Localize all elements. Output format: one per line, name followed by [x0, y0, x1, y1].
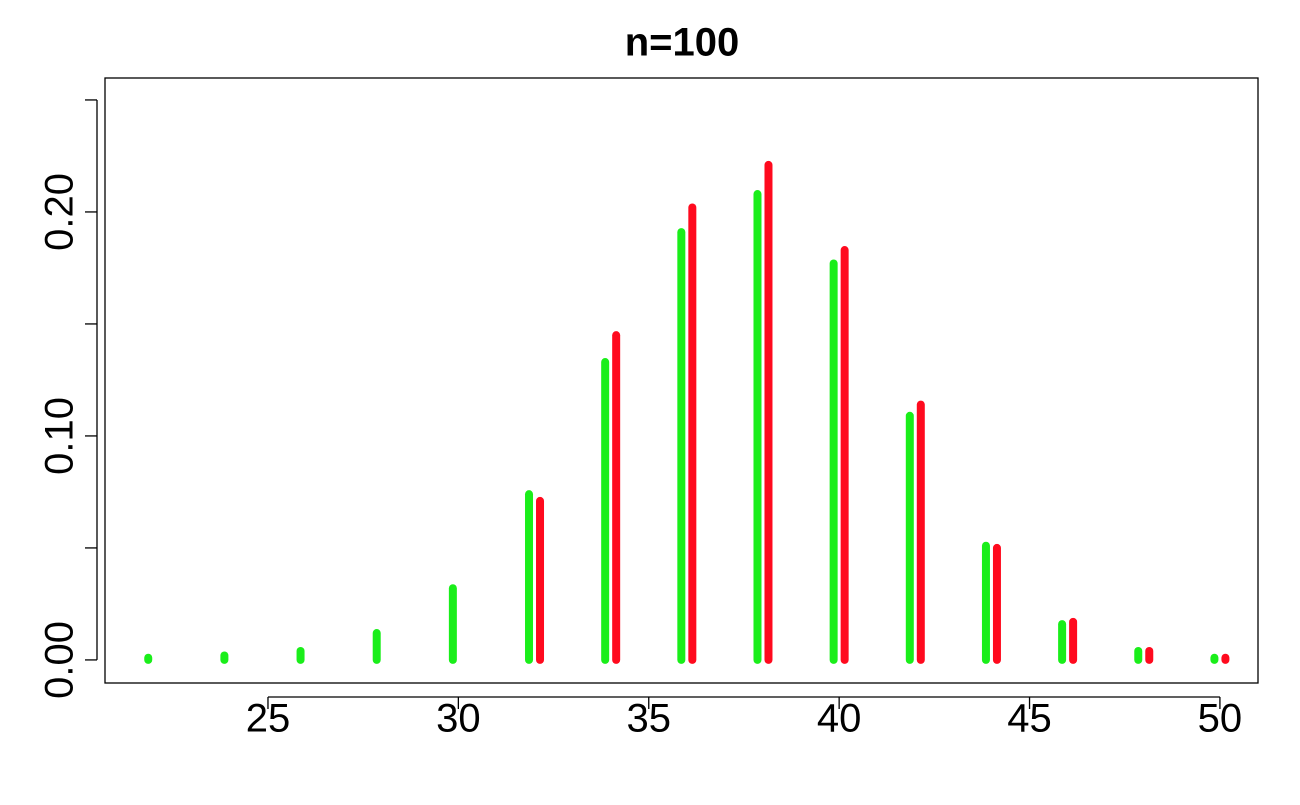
bar	[220, 651, 229, 664]
bar	[1210, 653, 1219, 664]
plot-frame	[104, 77, 1259, 684]
y-tick-label: 0.20	[38, 173, 82, 251]
bar	[753, 190, 762, 664]
bar	[1221, 653, 1230, 664]
bar	[536, 496, 545, 664]
x-tick-label: 40	[817, 697, 862, 741]
x-tick-label: 45	[1007, 697, 1052, 741]
bar	[916, 400, 925, 664]
bar	[448, 584, 457, 664]
bar	[840, 246, 849, 664]
y-tick-label: 0.00	[38, 621, 82, 699]
chart-title: n=100	[625, 21, 740, 65]
bar	[1134, 646, 1143, 664]
x-tick-label: 35	[627, 697, 672, 741]
bar	[677, 228, 686, 664]
x-tick-label: 30	[436, 697, 481, 741]
bar	[1058, 620, 1067, 664]
bar	[372, 629, 381, 664]
x-tick-label: 25	[246, 697, 291, 741]
bar	[764, 160, 773, 664]
bar	[612, 331, 621, 664]
x-tick-label: 50	[1198, 697, 1243, 741]
bar	[144, 653, 153, 664]
bar	[601, 358, 610, 664]
bar	[992, 543, 1001, 664]
bar	[525, 490, 534, 664]
y-tick-label: 0.10	[38, 397, 82, 475]
bar	[1069, 617, 1078, 664]
bar	[981, 541, 990, 664]
bar	[296, 646, 305, 664]
bar	[1145, 646, 1154, 664]
bar	[905, 411, 914, 664]
bar	[829, 259, 838, 664]
bar	[688, 203, 697, 664]
